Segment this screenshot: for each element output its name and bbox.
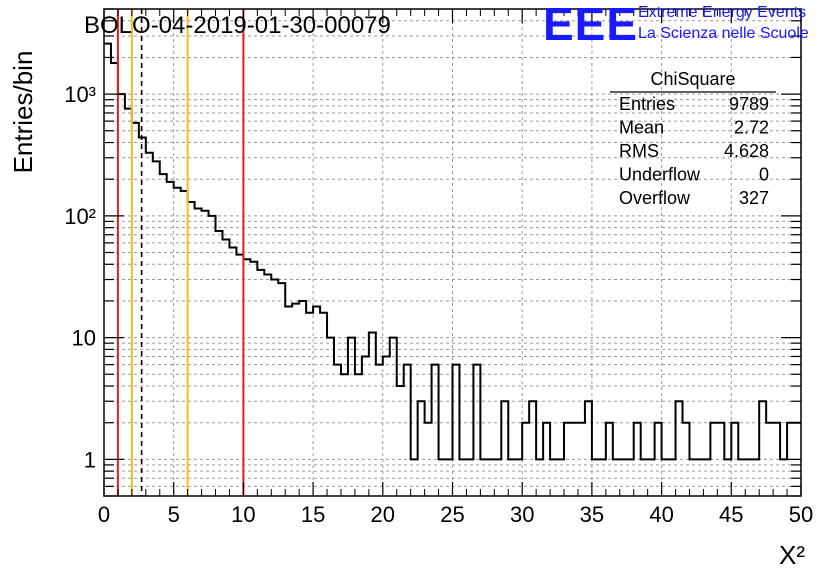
stats-label: Mean: [619, 118, 664, 138]
x-tick-label: 5: [168, 502, 180, 527]
stats-value: 0: [759, 165, 769, 185]
x-tick-label: 45: [719, 502, 743, 527]
x-axis-label: X²: [779, 540, 805, 570]
reference-lines: [116, 9, 245, 496]
stats-label: Overflow: [619, 188, 691, 208]
x-tick-label: 35: [580, 502, 604, 527]
stats-value: 9789: [729, 94, 769, 114]
x-tick-label: 0: [98, 502, 110, 527]
stats-value: 327: [739, 188, 769, 208]
logo-line-2: La Scienza nelle Scuole: [638, 25, 809, 42]
histogram-layer: [104, 42, 801, 461]
x-tick-label: 30: [510, 502, 534, 527]
x-tick-label: 50: [789, 502, 813, 527]
x-tick-label: 10: [231, 502, 255, 527]
logo-mark: EEE: [543, 0, 638, 50]
y-tick-label: 10³: [64, 82, 96, 107]
stats-label: Underflow: [619, 165, 701, 185]
x-tick-label: 40: [649, 502, 673, 527]
stats-value: 2.72: [734, 118, 769, 138]
y-axis-label: Entries/bin: [8, 51, 38, 174]
chart-title: BOLO-04-2019-01-30-00079: [84, 12, 391, 39]
eee-logo: EEE Extreme Energy Events La Scienza nel…: [543, 0, 809, 50]
histogram-step-line: [104, 42, 801, 461]
stats-title: ChiSquare: [650, 69, 735, 89]
y-tick-label: 1: [84, 447, 96, 472]
stats-value: 4.628: [724, 141, 769, 161]
axis-ticks: [103, 8, 802, 497]
x-tick-label: 25: [440, 502, 464, 527]
stats-box: ChiSquare Entries 9789 Mean 2.72 RMS 4.628 Und…: [610, 69, 776, 208]
y-tick-label: 10²: [64, 204, 96, 229]
stats-label: RMS: [619, 141, 659, 161]
logo-line-1: Extreme Energy Events: [638, 4, 806, 21]
y-tick-label: 10: [72, 326, 96, 351]
x-tick-label: 15: [301, 502, 325, 527]
tick-labels: 0 5 10 15 20 25 30 35 40 45 50 1 10 10² 10³: [64, 82, 813, 527]
stats-rows: Entries 9789 Mean 2.72 RMS 4.628 Underflow 0 Ove…: [619, 94, 769, 208]
x-tick-label: 20: [371, 502, 395, 527]
stats-label: Entries: [619, 94, 675, 114]
